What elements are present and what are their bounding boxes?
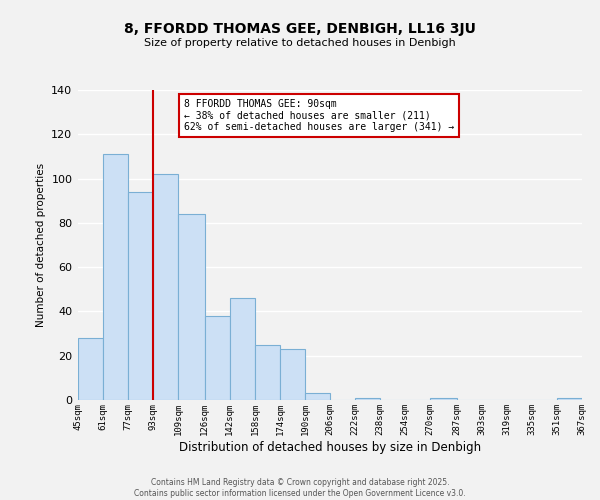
Y-axis label: Number of detached properties: Number of detached properties	[36, 163, 46, 327]
X-axis label: Distribution of detached houses by size in Denbigh: Distribution of detached houses by size …	[179, 440, 481, 454]
Bar	[230, 298, 255, 400]
Bar	[557, 398, 582, 400]
Bar	[128, 192, 153, 400]
Bar	[430, 398, 457, 400]
Text: 8, FFORDD THOMAS GEE, DENBIGH, LL16 3JU: 8, FFORDD THOMAS GEE, DENBIGH, LL16 3JU	[124, 22, 476, 36]
Bar	[103, 154, 128, 400]
Text: Size of property relative to detached houses in Denbigh: Size of property relative to detached ho…	[144, 38, 456, 48]
Bar	[255, 344, 280, 400]
Bar	[205, 316, 230, 400]
Bar	[355, 398, 380, 400]
Bar	[305, 394, 330, 400]
Bar	[153, 174, 178, 400]
Bar	[78, 338, 103, 400]
Bar	[280, 349, 305, 400]
Text: Contains HM Land Registry data © Crown copyright and database right 2025.
Contai: Contains HM Land Registry data © Crown c…	[134, 478, 466, 498]
Text: 8 FFORDD THOMAS GEE: 90sqm
← 38% of detached houses are smaller (211)
62% of sem: 8 FFORDD THOMAS GEE: 90sqm ← 38% of deta…	[184, 100, 454, 132]
Bar	[178, 214, 205, 400]
